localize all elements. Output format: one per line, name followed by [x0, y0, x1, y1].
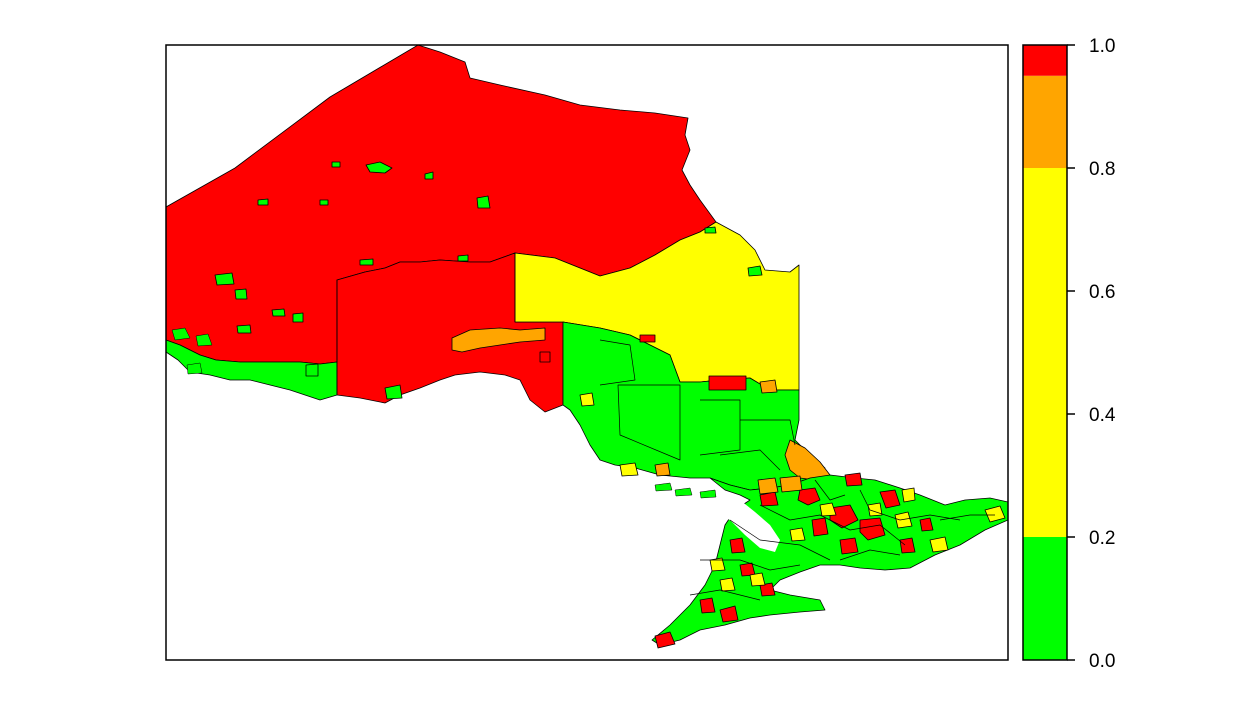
southern-yellow-patches — [579, 392, 1006, 592]
legend-tick-label: 0.8 — [1089, 159, 1115, 180]
legend-bin-1 — [1023, 168, 1067, 537]
legend-tick-label: 0.6 — [1089, 282, 1115, 303]
shoreline-specks — [171, 327, 717, 499]
legend-bin-0 — [1023, 537, 1067, 660]
far-north-green-patches — [214, 161, 763, 400]
legend-tick-label: 0.0 — [1089, 651, 1115, 672]
legend-bin-3 — [1023, 45, 1067, 76]
map-panel — [165, 44, 1009, 661]
legend-color-bins — [1023, 45, 1067, 660]
color-legend: 0.0 0.2 0.4 0.6 0.8 1.0 — [1022, 36, 1116, 672]
legend-bin-2 — [1023, 75, 1067, 168]
map-frame — [165, 44, 1009, 661]
legend-tick-label: 0.2 — [1089, 528, 1115, 549]
southern-orange-patches — [654, 379, 803, 495]
legend-tick-label: 1.0 — [1089, 36, 1115, 57]
legend-ticks: 0.0 0.2 0.4 0.6 0.8 1.0 — [1067, 36, 1116, 672]
water-lake-huron — [590, 470, 710, 605]
legend-tick-label: 0.4 — [1089, 405, 1116, 426]
southern-red-patches — [539, 334, 934, 649]
legend-frame — [1022, 44, 1068, 661]
district-boundaries — [336, 253, 995, 601]
region-orange-strip-a — [451, 327, 546, 353]
